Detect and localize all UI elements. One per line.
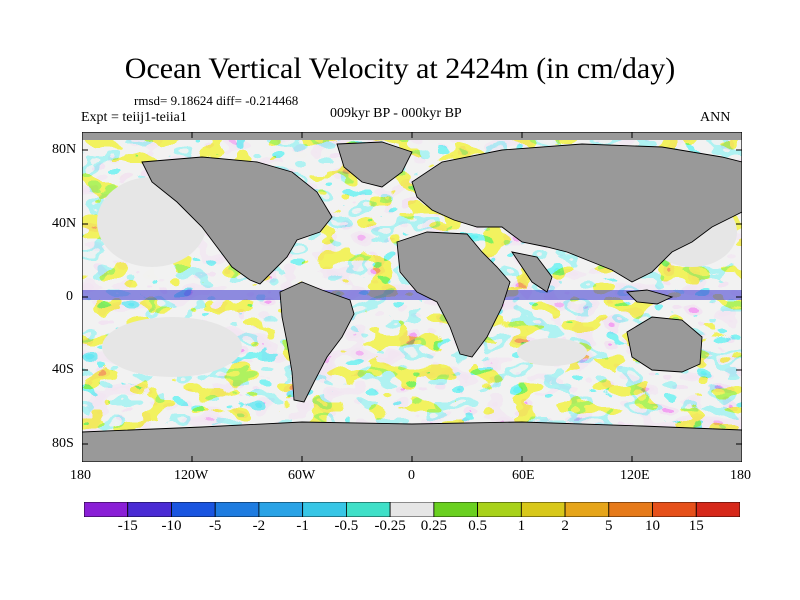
x-tick-120w: 120W [174,468,209,483]
colorbar-label: -5 [208,518,222,534]
colorbar-label: -1 [296,518,309,534]
x-tick-120e: 120E [620,468,650,483]
greenland [336,141,413,188]
colorbar-swatch [564,502,610,517]
colorbar-swatch [127,502,172,517]
experiment-label: Expt = teiij1-teiia1 [81,110,187,125]
colorbar-swatch [84,502,129,517]
colorbar-swatch [302,502,347,517]
colorbar-label: -15 [117,518,138,534]
colorbar-label: 0.25 [420,518,447,534]
indonesia [626,289,674,305]
x-tick-180w: 180 [70,468,91,483]
x-tick-0: 0 [408,468,415,483]
south-pacific-calm [102,317,242,377]
indian-calm [517,338,587,366]
colorbar-swatch [214,502,260,517]
plot-title: Ocean Vertical Velocity at 2424m (in cm/… [124,52,676,85]
north-america [141,156,333,285]
axis-ticks [82,132,742,462]
y-tick-80s: 80S [52,436,74,451]
x-tick-180e: 180 [730,468,751,483]
eurasia [411,143,742,283]
colorbar-label: -0.25 [374,518,406,534]
colorbar-label: 2 [561,518,569,534]
y-tick-40s: 40S [52,362,74,377]
x-tick-60w: 60W [288,468,316,483]
colorbar-swatch [695,502,740,517]
colorbar-swatch [171,502,216,517]
velocity-map [82,132,742,462]
colorbar-label: 5 [605,518,613,534]
colorbar-label: -0.5 [334,518,359,534]
colorbar-label: 0.5 [468,518,487,534]
south-america [279,281,355,403]
y-tick-0: 0 [66,289,73,304]
antarctica [82,421,742,462]
time-period-label: 009kyr BP - 000kyr BP [330,106,462,121]
y-tick-40n: 40N [52,216,77,231]
colorbar-label: 1 [517,518,526,534]
colorbar-swatch [389,502,435,517]
arabia-india [511,251,553,293]
colorbar-label: -2 [252,518,266,534]
x-tick-60e: 60E [512,468,535,483]
rmsd-diff-stats: rmsd= 9.18624 diff= -0.214468 [134,93,299,108]
colorbar-swatch [477,502,522,517]
land [82,141,742,462]
season-label: ANN [700,110,731,125]
y-tick-80n: 80N [52,142,77,157]
equatorial-band [82,290,742,300]
colorbar-swatch [520,502,566,517]
colorbar-swatch [433,502,478,517]
colorbar [84,502,740,517]
colorbar-swatch [608,502,653,517]
colorbar-label: -10 [161,518,182,534]
colorbar-swatch [345,502,391,517]
colorbar-label: 15 [688,518,704,534]
colorbar-swatch [258,502,304,517]
colorbar-swatch [652,502,697,517]
australia [626,316,703,373]
africa [396,231,511,358]
colorbar-label: 10 [645,518,661,534]
